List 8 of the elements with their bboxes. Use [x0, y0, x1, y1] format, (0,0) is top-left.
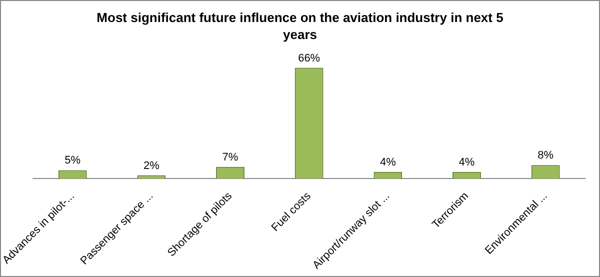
- data-label: 4%: [380, 156, 396, 168]
- data-label: 7%: [222, 151, 238, 164]
- data-label: 5%: [64, 154, 81, 167]
- data-label: 66%: [298, 52, 320, 64]
- chart-title: Most significant future influence on the aviation industry in next 5 years: [96, 9, 504, 43]
- data-label: 8%: [538, 150, 554, 162]
- data-label: 4%: [458, 156, 475, 168]
- data-label: 2%: [143, 160, 160, 172]
